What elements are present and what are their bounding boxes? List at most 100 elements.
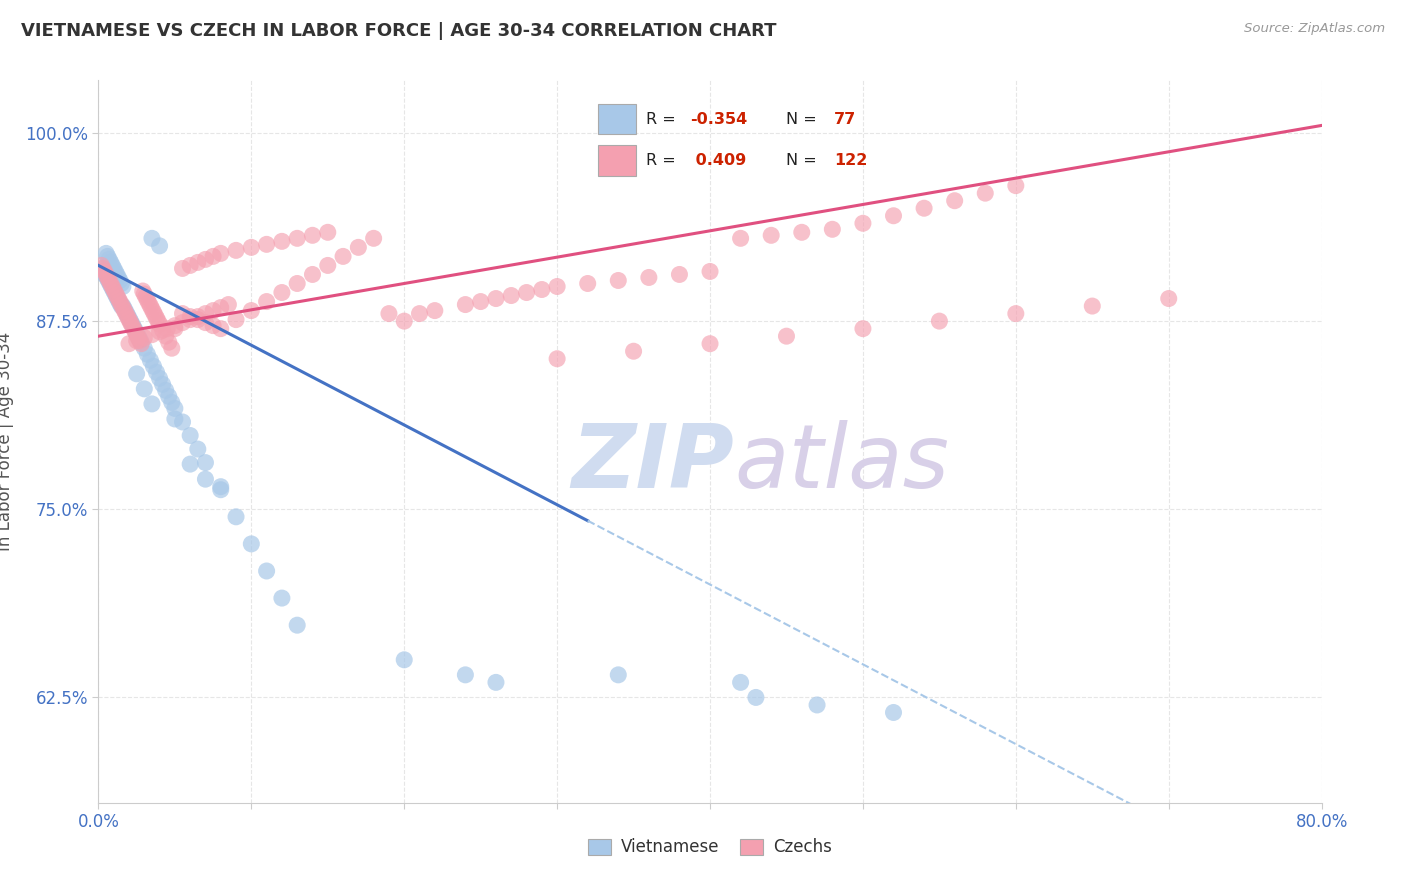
Point: [347, 240, 370, 254]
Point: [98, 273, 121, 287]
Point: [392, 314, 416, 328]
Point: [730, 675, 752, 690]
Point: [270, 591, 292, 606]
Point: [179, 428, 201, 442]
Point: [141, 397, 163, 411]
Point: [104, 287, 127, 301]
Point: [125, 326, 148, 340]
Point: [485, 292, 508, 306]
Point: [240, 240, 263, 254]
Point: [928, 314, 950, 328]
Point: [149, 317, 172, 331]
Point: [546, 279, 568, 293]
Point: [108, 296, 131, 310]
Point: [146, 314, 169, 328]
Point: [790, 225, 813, 239]
Point: [107, 293, 129, 307]
Point: [576, 277, 599, 291]
Point: [607, 273, 630, 287]
Point: [209, 321, 232, 335]
Point: [163, 401, 186, 416]
Point: [121, 317, 143, 331]
Point: [142, 359, 165, 374]
Point: [285, 231, 308, 245]
Point: [163, 321, 186, 335]
Point: [98, 252, 121, 267]
Point: [156, 321, 179, 335]
Point: [107, 292, 129, 306]
Point: [1004, 307, 1026, 321]
Point: [270, 285, 292, 300]
Point: [623, 344, 645, 359]
Point: [408, 307, 430, 321]
Text: ZIP: ZIP: [572, 420, 734, 507]
Point: [806, 698, 828, 712]
Point: [316, 225, 339, 239]
Point: [138, 296, 160, 310]
Point: [110, 299, 132, 313]
Point: [423, 303, 446, 318]
Point: [135, 290, 157, 304]
Point: [194, 252, 217, 267]
Point: [136, 293, 159, 307]
Point: [974, 186, 997, 201]
Point: [668, 268, 690, 282]
Point: [91, 261, 114, 276]
Point: [256, 237, 278, 252]
Point: [530, 283, 553, 297]
Point: [103, 284, 125, 298]
Point: [157, 335, 180, 350]
Point: [90, 261, 112, 276]
Point: [852, 321, 875, 335]
Point: [124, 325, 146, 339]
Point: [93, 264, 115, 278]
Point: [301, 268, 323, 282]
Point: [118, 311, 141, 326]
Point: [108, 294, 131, 309]
Point: [101, 259, 124, 273]
Point: [209, 246, 232, 260]
Point: [607, 668, 630, 682]
Point: [202, 318, 225, 333]
Point: [454, 297, 477, 311]
Point: [122, 320, 145, 334]
Point: [139, 299, 162, 313]
Point: [730, 231, 752, 245]
Point: [139, 353, 162, 368]
Point: [141, 231, 163, 245]
Point: [98, 275, 121, 289]
Point: [546, 351, 568, 366]
Point: [93, 268, 115, 282]
Point: [90, 259, 112, 273]
Point: [332, 249, 354, 263]
Point: [699, 336, 721, 351]
Point: [187, 255, 209, 269]
Point: [378, 307, 401, 321]
Point: [194, 316, 217, 330]
Point: [125, 334, 148, 348]
Point: [100, 255, 122, 269]
Text: Source: ZipAtlas.com: Source: ZipAtlas.com: [1244, 22, 1385, 36]
Text: atlas: atlas: [734, 420, 949, 507]
Point: [105, 288, 128, 302]
Point: [852, 216, 875, 230]
Point: [97, 270, 120, 285]
Point: [179, 310, 201, 324]
Point: [155, 329, 177, 343]
Point: [134, 287, 156, 301]
Point: [129, 336, 152, 351]
Y-axis label: In Labor Force | Age 30-34: In Labor Force | Age 30-34: [0, 332, 14, 551]
Point: [172, 415, 194, 429]
Point: [179, 259, 201, 273]
Point: [202, 249, 225, 263]
Point: [270, 235, 292, 249]
Point: [110, 297, 132, 311]
Point: [316, 259, 339, 273]
Point: [470, 294, 492, 309]
Point: [145, 365, 167, 379]
Point: [209, 301, 232, 315]
Point: [122, 321, 145, 335]
Point: [225, 244, 247, 258]
Point: [699, 264, 721, 278]
Point: [209, 483, 232, 497]
